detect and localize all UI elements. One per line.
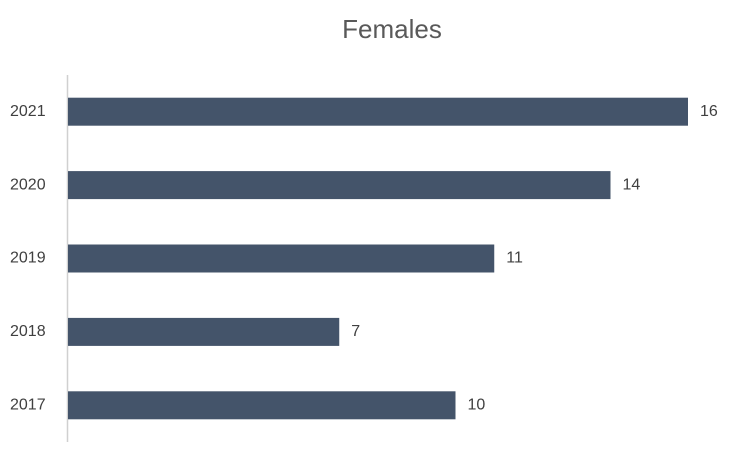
data-label: 14 <box>623 176 641 193</box>
y-tick-label: 2018 <box>10 323 46 340</box>
data-label: 16 <box>700 103 718 120</box>
bar <box>68 171 611 200</box>
bar <box>68 391 456 420</box>
bar <box>68 244 495 273</box>
bar <box>68 97 688 126</box>
y-tick-label: 2017 <box>10 397 46 414</box>
bar <box>68 317 340 346</box>
data-label: 10 <box>468 397 486 414</box>
chart-title: Females <box>342 14 442 44</box>
y-tick-label: 2020 <box>10 176 46 193</box>
data-label: 7 <box>351 323 360 340</box>
y-tick-label: 2021 <box>10 103 46 120</box>
data-label: 11 <box>506 250 523 267</box>
y-tick-label: 2019 <box>10 250 46 267</box>
